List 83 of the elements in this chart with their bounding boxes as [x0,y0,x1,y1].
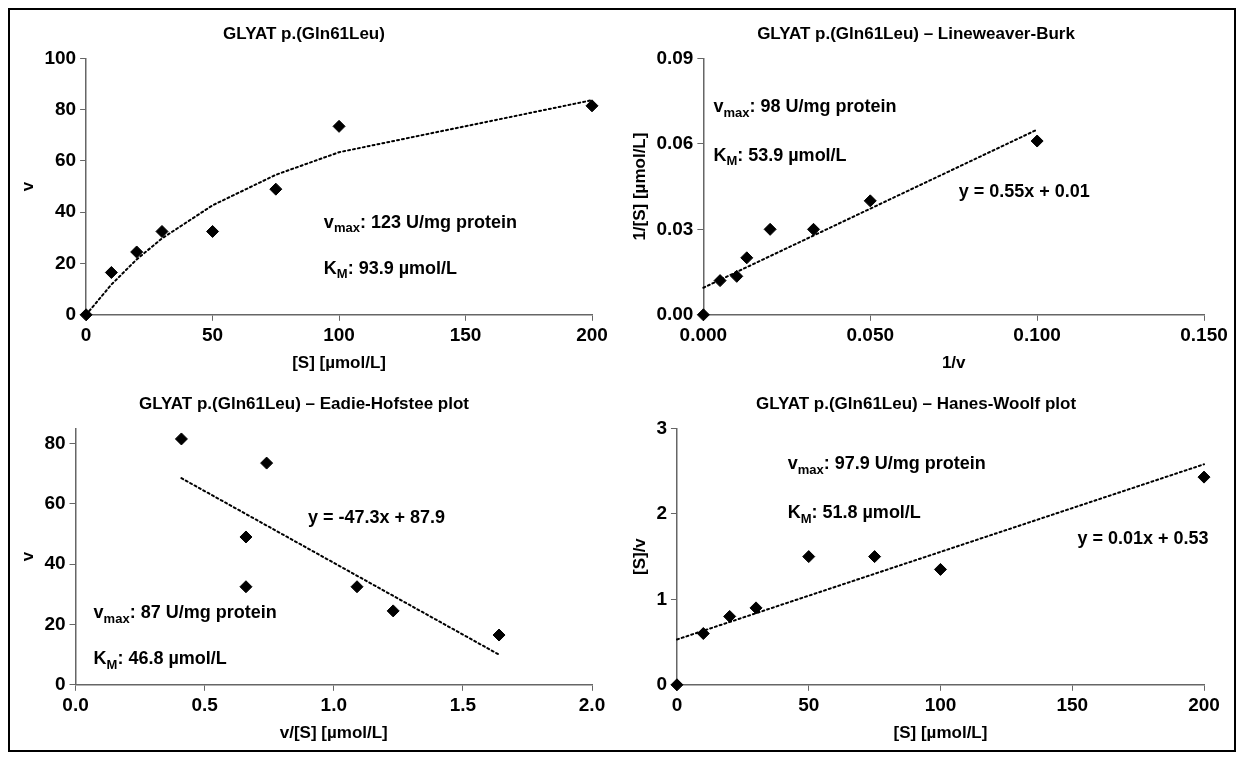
x-tick-label: 150 [449,324,482,346]
x-tick-label: 0.100 [1013,324,1061,346]
point [670,678,684,692]
point [763,222,777,236]
x-tick-label: 0.150 [1180,324,1228,346]
point [104,265,118,279]
x-axis-title: [S] [µmol/L] [893,723,988,743]
y-tick-label: 3 [656,416,667,438]
y-tick-label: 60 [54,149,77,171]
point [492,628,506,642]
x-tick-label: 0.050 [846,324,895,346]
y-tick-label: 40 [44,552,66,574]
point [749,601,763,615]
x-tick-label: 1.0 [320,694,347,716]
y-tick-label: 1 [656,587,668,609]
y-tick-label: 0.03 [656,217,694,239]
y-tick-label: 80 [44,431,66,453]
x-tick-label: 50 [798,694,820,716]
y-axis-title: v [17,181,37,192]
point [130,245,144,259]
x-axis-title: 1/v [941,353,967,373]
x-tick-label: 0.5 [191,694,219,716]
y-tick-label: 100 [44,46,77,68]
point [155,224,169,238]
point [696,308,710,322]
y-tick-label: 0 [656,673,667,695]
point [933,562,947,576]
annotation: y = -47.3x + 87.9 [307,507,446,528]
x-tick-label: 100 [924,694,957,716]
y-tick-label: 2 [656,502,667,524]
point [260,456,274,470]
point [239,530,253,544]
x-tick-label: 1.5 [449,694,477,716]
point [730,269,744,283]
x-tick-label: 0.000 [679,324,728,346]
point [239,580,253,594]
point [79,308,93,322]
point [206,224,220,238]
x-tick-label: 100 [323,324,355,346]
point [1030,134,1044,148]
x-axis-title: v/[S] [µmol/L] [279,723,388,743]
y-tick-label: 20 [54,251,77,273]
y-axis-title: [S]/v [629,537,649,576]
point [269,182,283,196]
annotation: y = 0.55x + 0.01 [958,180,1090,201]
chart-title: GLYAT p.(Gln61Leu) – Hanes-Woolf plot [755,393,1077,413]
point [350,580,364,594]
point [1197,470,1211,484]
chart-title: GLYAT p.(Gln61Leu) – Eadie-Hofstee plot [139,393,470,413]
y-tick-label: 80 [54,97,77,119]
point [802,550,816,564]
chart-title: GLYAT p.(Gln61Leu) – Lineweaver-Burk [757,23,1076,43]
point [863,194,877,208]
x-tick-label: 2.0 [578,694,606,716]
x-tick-label: 50 [202,324,224,346]
point [868,550,882,564]
point [713,274,727,288]
point [386,604,400,618]
y-tick-label: 0.06 [656,132,694,154]
y-tick-label: 60 [44,492,66,514]
y-tick-label: 0 [54,673,66,695]
point [723,609,737,623]
y-tick-label: 40 [54,200,77,222]
chart-title: GLYAT p.(Gln61Leu) [223,23,385,43]
point [696,627,710,641]
y-axis-title: v [17,551,37,562]
y-tick-label: 0 [65,303,77,325]
point [807,222,821,236]
x-tick-label: 0 [80,324,92,346]
x-axis-title: [S] [µmol/L] [292,353,386,373]
point [174,432,188,446]
x-tick-label: 200 [576,324,608,346]
point [740,251,754,265]
x-tick-label: 0.0 [62,694,89,716]
annotation: y = 0.01x + 0.53 [1077,527,1209,548]
point [585,99,599,113]
y-tick-label: 0.00 [656,303,694,325]
x-tick-label: 150 [1056,694,1089,716]
x-tick-label: 200 [1188,694,1220,716]
y-tick-label: 20 [44,612,66,634]
point [332,119,346,133]
y-tick-label: 0.09 [656,46,694,68]
y-axis-title: 1/[S] [µmol/L] [629,132,649,241]
